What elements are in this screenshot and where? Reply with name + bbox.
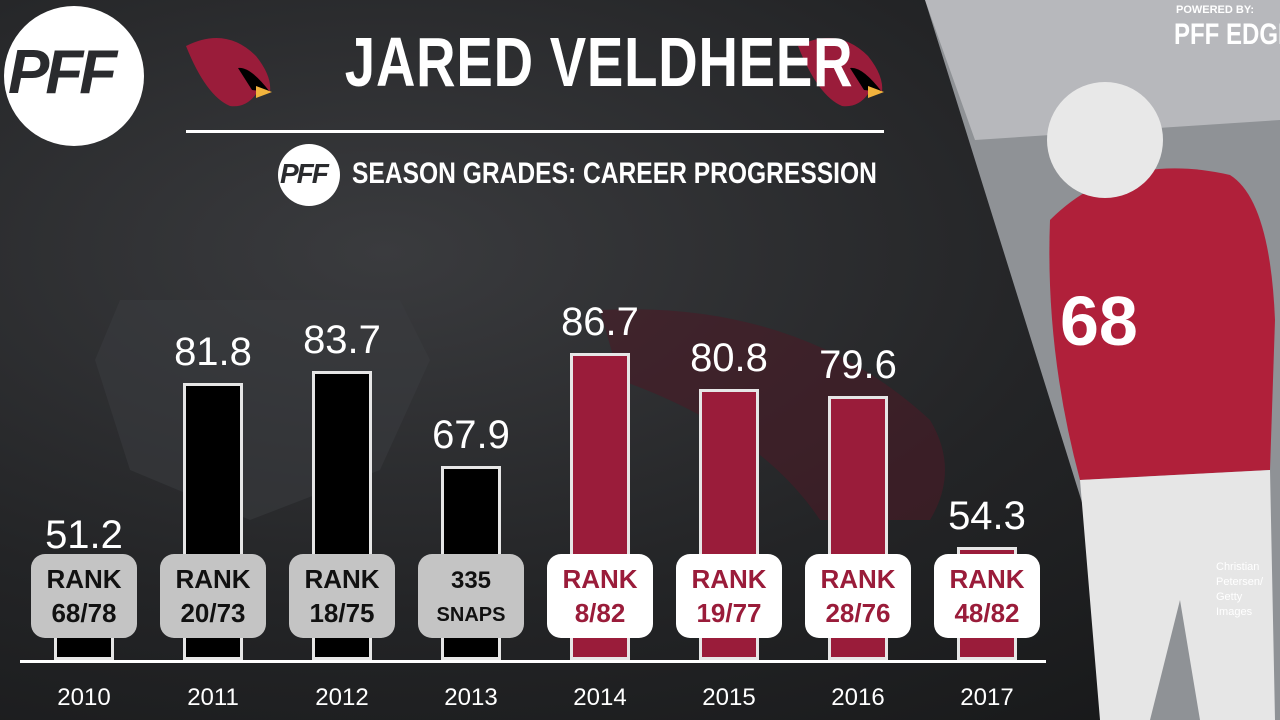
chart-subtitle: SEASON GRADES: CAREER PROGRESSION	[352, 157, 877, 190]
pff-logo: PFF	[4, 6, 144, 146]
rank-badge-2016: RANK 28/76	[805, 554, 911, 638]
rank-badge-2010: RANK 68/78	[31, 554, 137, 638]
data-label-2011: 81.8	[174, 330, 252, 374]
brand-powered-by: POWERED BY:	[1176, 4, 1255, 16]
rank-badge-2017: RANK 48/82	[934, 554, 1040, 638]
rank-badge-label: RANK	[820, 564, 896, 594]
rank-badge-label: 335	[450, 567, 492, 594]
rank-badge-2015: RANK 19/77	[676, 554, 782, 638]
data-label-2014: 86.7	[561, 300, 639, 344]
rank-badge-value: SNAPS	[436, 604, 506, 626]
rank-badge-value: 18/75	[309, 598, 375, 628]
photo-credit-line: Petersen/	[1216, 576, 1264, 588]
photo-credit-line: Christian	[1216, 561, 1260, 573]
pff-logo-small-text: PFF	[280, 158, 329, 189]
data-label-2015: 80.8	[690, 336, 768, 380]
rank-badge-value: 20/73	[180, 598, 246, 628]
rank-badge-label: RANK	[691, 564, 767, 594]
player-pants	[1080, 470, 1275, 720]
x-tick-label-2013: 2013	[444, 684, 498, 711]
data-label-2016: 79.6	[819, 343, 897, 387]
x-tick-label-2016: 2016	[831, 684, 885, 711]
rank-badge-label: RANK	[46, 564, 122, 594]
rank-badge-value: 19/77	[696, 598, 762, 628]
x-axis-line	[20, 660, 1046, 663]
data-label-2012: 83.7	[303, 318, 381, 362]
data-label-2010: 51.2	[45, 513, 123, 557]
rank-badge-value: 48/82	[954, 598, 1020, 628]
rank-badge-value: 8/82	[574, 598, 626, 628]
x-tick-label-2012: 2012	[315, 684, 369, 711]
rank-badge-2012: RANK 18/75	[289, 554, 395, 638]
brand-pff-edge: PFF EDGE	[1174, 18, 1280, 51]
cardinal-icon	[186, 38, 272, 107]
x-tick-label-2015: 2015	[702, 684, 756, 711]
rank-badge-label: RANK	[304, 564, 380, 594]
pff-logo-text: PFF	[8, 38, 117, 107]
cardinal-icon	[798, 38, 884, 107]
player-jersey	[1049, 168, 1275, 480]
x-tick-label-2014: 2014	[573, 684, 627, 711]
title-divider	[186, 130, 884, 133]
rank-badge-2013: 335 SNAPS	[418, 554, 524, 638]
page-title: JARED VELDHEER	[344, 23, 854, 101]
rank-badge-value: 28/76	[825, 598, 891, 628]
pff-logo-small: PFF	[278, 144, 340, 206]
jersey-number: 68	[1060, 282, 1138, 360]
rank-badge-2014: RANK 8/82	[547, 554, 653, 638]
player-helmet	[1047, 82, 1163, 198]
x-tick-label-2017: 2017	[960, 684, 1014, 711]
rank-badge-label: RANK	[562, 564, 638, 594]
photo-credit: Christian Petersen/ Getty Images	[1216, 560, 1280, 620]
x-tick-label-2010: 2010	[57, 684, 111, 711]
rank-badge-label: RANK	[175, 564, 251, 594]
stadium-roof	[925, 0, 1280, 140]
data-label-2017: 54.3	[948, 494, 1026, 538]
rank-badge-2011: RANK 20/73	[160, 554, 266, 638]
rank-badge-value: 68/78	[51, 598, 117, 628]
rank-badge-label: RANK	[949, 564, 1025, 594]
photo-credit-line: Getty Images	[1216, 591, 1253, 618]
x-tick-label-2011: 2011	[187, 684, 239, 711]
data-label-2013: 67.9	[432, 413, 510, 457]
